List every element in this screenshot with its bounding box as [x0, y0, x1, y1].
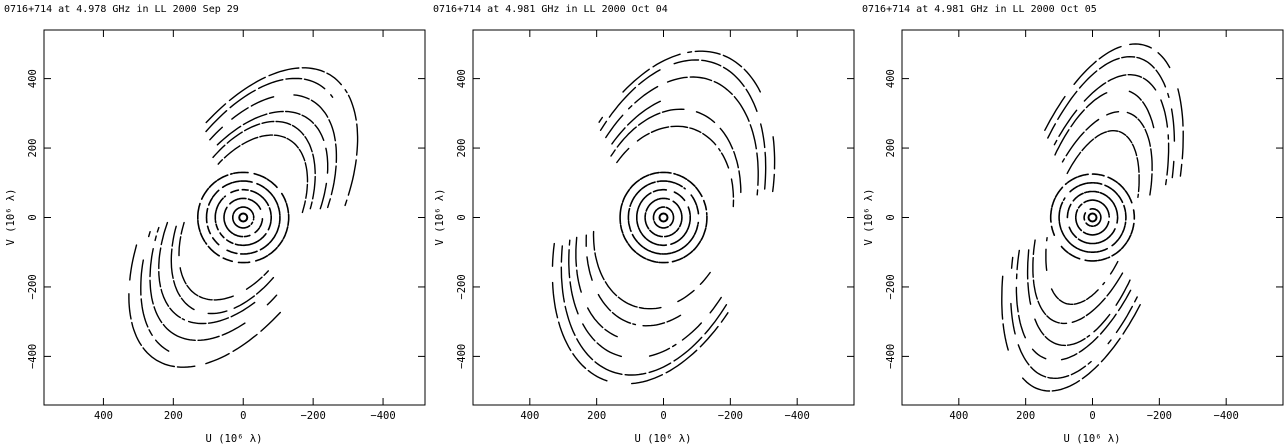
y-tick-label: −200	[27, 274, 39, 299]
plot-frame	[472, 29, 855, 406]
uv-plot-3: 0716+714 at 4.981 GHz in LL 2000 Oct 05 …	[862, 4, 1284, 445]
uv-track	[178, 134, 309, 301]
uv-track	[1015, 74, 1170, 361]
uv-track	[1075, 199, 1110, 236]
uv-track	[1066, 190, 1119, 245]
uv-origin-core	[658, 212, 669, 223]
y-tick-label: −400	[885, 344, 897, 369]
uv-track	[560, 59, 767, 376]
plot-title: 0716+714 at 4.978 GHz in LL 2000 Sep 29	[4, 4, 239, 15]
x-axis-label: U (10⁶ λ)	[635, 433, 692, 445]
uv-plot-panel-2: 0716+714 at 4.981 GHz in LL 2000 Oct 04 …	[429, 0, 858, 447]
axis-ticks: 400 200 0 −200 −400 400 200 0 −200 −400	[456, 30, 854, 422]
uv-track	[592, 125, 735, 310]
uv-track	[585, 108, 742, 327]
y-tick-label: −200	[456, 274, 468, 299]
plot-frame	[901, 29, 1284, 406]
uv-tracks	[128, 67, 359, 368]
uv-track	[1026, 90, 1155, 347]
x-tick-label: −400	[370, 410, 395, 422]
x-tick-label: −200	[300, 410, 325, 422]
uv-track	[1001, 43, 1184, 392]
y-tick-label: −400	[456, 344, 468, 369]
uv-track	[205, 180, 281, 255]
uv-track	[619, 171, 708, 264]
x-tick-label: −400	[785, 410, 810, 422]
uv-track	[170, 120, 316, 315]
uv-origin-core	[1087, 212, 1098, 223]
uv-track	[575, 100, 661, 338]
x-tick-label: −200	[1147, 410, 1172, 422]
uv-plot-panel-1: 0716+714 at 4.978 GHz in LL 2000 Sep 29 …	[0, 0, 429, 447]
x-tick-label: 200	[587, 410, 606, 422]
y-axis-label: V (10⁶ λ)	[5, 189, 17, 246]
uv-tracks	[1001, 43, 1184, 392]
uv-track	[158, 110, 329, 325]
x-axis-label: U (10⁶ λ)	[206, 433, 263, 445]
uv-tracks	[551, 50, 776, 385]
plot-title: 0716+714 at 4.981 GHz in LL 2000 Oct 05	[862, 4, 1097, 15]
uv-track	[214, 188, 272, 247]
axis-ticks: 400 200 0 −200 −400 400 200 0 −200 −400	[885, 30, 1283, 422]
y-tick-label: 200	[27, 139, 39, 158]
y-tick-label: 200	[885, 139, 897, 158]
uv-plot-1: 0716+714 at 4.978 GHz in LL 2000 Sep 29 …	[4, 4, 426, 445]
uv-track	[627, 180, 700, 255]
uv-plot-panel-3: 0716+714 at 4.981 GHz in LL 2000 Oct 05 …	[858, 0, 1287, 447]
uv-plot-2: 0716+714 at 4.981 GHz in LL 2000 Oct 04 …	[433, 4, 855, 445]
y-tick-label: −400	[27, 344, 39, 369]
x-tick-label: 400	[94, 410, 113, 422]
uv-track	[652, 206, 675, 229]
plot-frame	[43, 29, 426, 406]
x-tick-label: 0	[660, 410, 666, 422]
uv-track	[149, 94, 338, 341]
y-tick-label: 0	[456, 214, 468, 220]
axis-ticks: 400 200 0 −200 −400 400 200 0 −200 −400	[27, 30, 425, 422]
x-tick-label: 200	[1016, 410, 1035, 422]
y-tick-label: 0	[27, 214, 39, 220]
y-tick-label: 400	[456, 69, 468, 88]
x-tick-label: 400	[949, 410, 968, 422]
y-tick-label: 0	[885, 214, 897, 220]
uv-track	[1010, 55, 1176, 380]
uv-track	[1083, 208, 1102, 227]
plot-title: 0716+714 at 4.981 GHz in LL 2000 Oct 04	[433, 4, 668, 15]
x-tick-label: 0	[240, 410, 246, 422]
uv-track	[1032, 111, 1153, 325]
y-tick-label: 400	[27, 69, 39, 88]
x-axis-label: U (10⁶ λ)	[1064, 433, 1121, 445]
uv-track	[128, 67, 359, 368]
x-tick-label: −400	[1214, 410, 1239, 422]
uv-track	[644, 197, 683, 238]
uv-track	[223, 197, 264, 238]
y-tick-label: −200	[885, 274, 897, 299]
x-tick-label: −200	[718, 410, 743, 422]
uv-origin-core	[238, 212, 249, 223]
x-tick-label: 200	[164, 410, 183, 422]
x-tick-label: 0	[1089, 410, 1095, 422]
uv-track	[1045, 130, 1140, 305]
y-axis-label: V (10⁶ λ)	[863, 189, 875, 246]
y-tick-label: 400	[885, 69, 897, 88]
x-tick-label: 400	[520, 410, 539, 422]
uv-track	[551, 50, 776, 385]
uv-track	[636, 188, 691, 247]
uv-track	[1049, 173, 1136, 262]
y-tick-label: 200	[456, 139, 468, 158]
uv-track	[1058, 182, 1127, 253]
uv-track	[232, 206, 255, 229]
uv-track	[568, 76, 759, 358]
y-axis-label: V (10⁶ λ)	[434, 189, 446, 246]
uv-track	[197, 171, 290, 264]
